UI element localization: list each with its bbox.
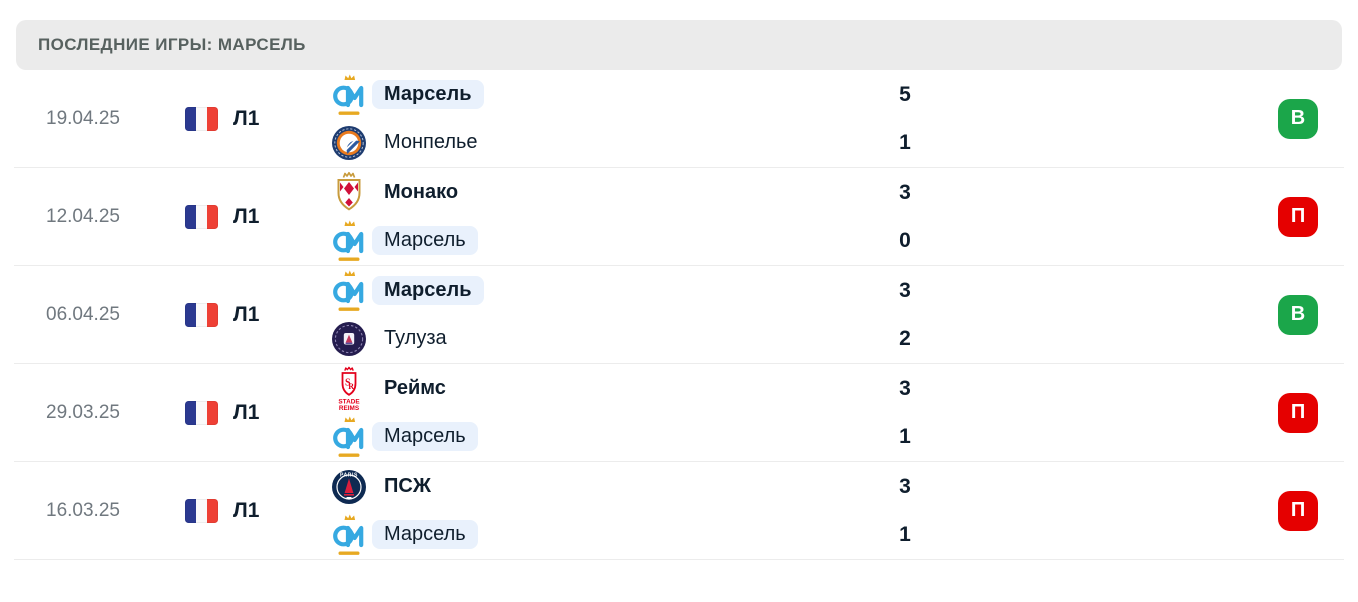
scores-column: 3 0: [880, 168, 930, 265]
france-flag: [185, 400, 218, 425]
team-score: 3: [899, 180, 911, 204]
team-line: Марсель: [330, 71, 880, 119]
monaco-logo: [330, 170, 368, 216]
match-date: 19.04.25: [46, 107, 120, 129]
france-flag: [185, 302, 218, 327]
result-badge: П: [1278, 196, 1318, 237]
league-label: Л1: [233, 302, 260, 326]
team-score: 1: [899, 130, 911, 154]
match-row[interactable]: 12.04.25 Л1 Монако Марсель 3 0 П: [14, 168, 1344, 266]
team-score: 3: [899, 376, 911, 400]
team-name: Марсель: [372, 276, 484, 305]
league: Л1: [185, 364, 330, 461]
team-line: Марсель: [330, 413, 880, 461]
team-line: PARIS ПСЖ: [330, 463, 880, 511]
france-flag: [185, 498, 218, 523]
marseille-logo: [330, 72, 368, 118]
result-badge: В: [1278, 98, 1318, 139]
marseille-logo: [330, 218, 368, 264]
teams-column: S R STADE REIMS Реймс Марсель: [330, 364, 880, 461]
psg-logo: PARIS: [330, 464, 368, 510]
scores-column: 5 1: [880, 70, 930, 167]
team-score: 1: [899, 424, 911, 448]
teams-column: Марсель Монпелье: [330, 70, 880, 167]
team-name: Монако: [384, 181, 459, 203]
match-date: 06.04.25: [46, 303, 120, 325]
team-line: Марсель: [330, 217, 880, 265]
marseille-logo: [330, 268, 368, 314]
row-spacer: [930, 70, 1278, 167]
teams-column: PARIS ПСЖ Марсель: [330, 462, 880, 559]
team-line: Марсель: [330, 267, 880, 315]
league: Л1: [185, 462, 330, 559]
team-line: Марсель: [330, 511, 880, 559]
league: Л1: [185, 266, 330, 363]
scores-column: 3 1: [880, 364, 930, 461]
toulouse-logo: [330, 316, 368, 362]
widget-title: ПОСЛЕДНИЕ ИГРЫ: МАРСЕЛЬ: [38, 35, 306, 54]
row-spacer: [930, 364, 1278, 461]
svg-text:REIMS: REIMS: [339, 405, 360, 411]
league-label: Л1: [233, 204, 260, 228]
team-line: Монпелье: [330, 119, 880, 167]
teams-column: Монако Марсель: [330, 168, 880, 265]
row-spacer: [930, 462, 1278, 559]
team-name: Марсель: [372, 422, 478, 451]
match-row[interactable]: 06.04.25 Л1 Марсель Тулуза 3 2 В: [14, 266, 1344, 364]
team-name: Марсель: [372, 226, 478, 255]
team-score: 3: [899, 474, 911, 498]
marseille-logo: [330, 414, 368, 460]
recent-games-widget: ПОСЛЕДНИЕ ИГРЫ: МАРСЕЛЬ 19.04.25 Л1 Марс…: [0, 20, 1358, 602]
team-name: Реймс: [384, 377, 446, 399]
team-line: Тулуза: [330, 315, 880, 363]
team-name: Тулуза: [384, 327, 447, 349]
montpellier-logo: [330, 120, 368, 166]
match-row[interactable]: 19.04.25 Л1 Марсель Монпелье 5 1 В: [14, 70, 1344, 168]
league-label: Л1: [233, 400, 260, 424]
league-label: Л1: [233, 106, 260, 130]
row-spacer: [930, 266, 1278, 363]
match-row[interactable]: 16.03.25 Л1 PARIS ПСЖ Марсель 3 1 П: [14, 462, 1344, 560]
match-date: 12.04.25: [46, 205, 120, 227]
team-score: 0: [899, 228, 911, 252]
match-list: 19.04.25 Л1 Марсель Монпелье 5 1 В 12.04…: [0, 70, 1358, 560]
result-badge: П: [1278, 490, 1318, 531]
row-spacer: [930, 168, 1278, 265]
team-score: 1: [899, 522, 911, 546]
france-flag: [185, 204, 218, 229]
svg-text:STADE: STADE: [338, 399, 360, 406]
result-badge: П: [1278, 392, 1318, 433]
match-date: 16.03.25: [46, 499, 120, 521]
scores-column: 3 1: [880, 462, 930, 559]
team-name: ПСЖ: [384, 475, 431, 497]
widget-header: ПОСЛЕДНИЕ ИГРЫ: МАРСЕЛЬ: [16, 20, 1342, 70]
france-flag: [185, 106, 218, 131]
scores-column: 3 2: [880, 266, 930, 363]
league: Л1: [185, 168, 330, 265]
team-score: 2: [899, 326, 911, 350]
match-row[interactable]: 29.03.25 Л1 S R STADE REIMS Реймс Марсель 3…: [14, 364, 1344, 462]
team-line: Монако: [330, 169, 880, 217]
league-label: Л1: [233, 498, 260, 522]
svg-text:PARIS: PARIS: [340, 472, 358, 478]
marseille-logo: [330, 512, 368, 558]
svg-text:R: R: [348, 382, 354, 391]
teams-column: Марсель Тулуза: [330, 266, 880, 363]
svg-text:S: S: [345, 378, 351, 389]
team-score: 3: [899, 278, 911, 302]
reims-logo: S R STADE REIMS: [330, 366, 368, 412]
team-name: Марсель: [372, 80, 484, 109]
result-badge: В: [1278, 294, 1318, 335]
team-name: Марсель: [372, 520, 478, 549]
team-line: S R STADE REIMS Реймс: [330, 365, 880, 413]
team-name: Монпелье: [384, 131, 478, 153]
league: Л1: [185, 70, 330, 167]
match-date: 29.03.25: [46, 401, 120, 423]
team-score: 5: [899, 82, 911, 106]
